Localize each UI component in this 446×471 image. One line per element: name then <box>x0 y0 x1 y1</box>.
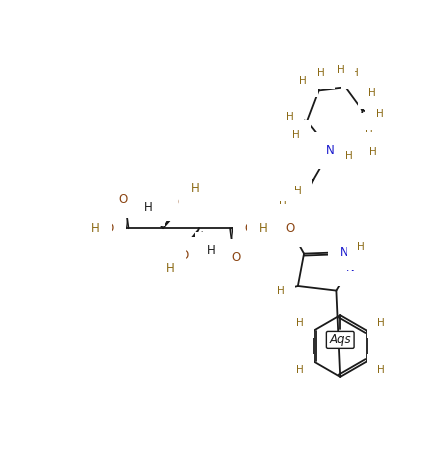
Text: H: H <box>279 201 286 211</box>
Text: N: N <box>326 144 334 157</box>
Text: H: H <box>91 222 100 235</box>
Text: N: N <box>340 245 348 259</box>
Text: N: N <box>346 261 355 274</box>
Text: O: O <box>231 251 240 264</box>
Text: H: H <box>296 317 303 327</box>
Text: H: H <box>317 68 325 79</box>
Text: H: H <box>351 68 359 79</box>
Text: H: H <box>369 147 377 157</box>
Text: H: H <box>259 222 268 235</box>
Text: O: O <box>178 196 187 209</box>
Text: H: H <box>368 89 376 98</box>
Text: H: H <box>337 65 345 75</box>
Text: H: H <box>191 182 200 195</box>
Polygon shape <box>163 205 181 228</box>
Text: O: O <box>245 222 254 235</box>
FancyBboxPatch shape <box>326 332 354 349</box>
Text: H: H <box>285 215 293 225</box>
Text: H: H <box>345 151 353 161</box>
Text: H: H <box>357 243 365 252</box>
Text: H: H <box>299 76 307 86</box>
Text: O: O <box>179 249 189 262</box>
Text: O: O <box>105 222 114 235</box>
Text: H: H <box>376 109 384 119</box>
Text: H: H <box>294 186 302 195</box>
Polygon shape <box>183 228 199 251</box>
Text: H: H <box>206 244 215 257</box>
Text: H: H <box>377 317 385 327</box>
Text: H: H <box>377 365 385 374</box>
Text: H: H <box>296 365 303 374</box>
Text: H: H <box>277 285 285 296</box>
Text: H: H <box>293 130 300 140</box>
Text: H: H <box>365 124 372 134</box>
Text: H: H <box>144 201 153 214</box>
Text: O: O <box>285 222 295 236</box>
Text: H: H <box>291 175 299 185</box>
Text: H: H <box>165 262 174 275</box>
Text: H: H <box>286 113 294 122</box>
Text: Aqs: Aqs <box>330 333 351 346</box>
Text: O: O <box>119 193 128 206</box>
